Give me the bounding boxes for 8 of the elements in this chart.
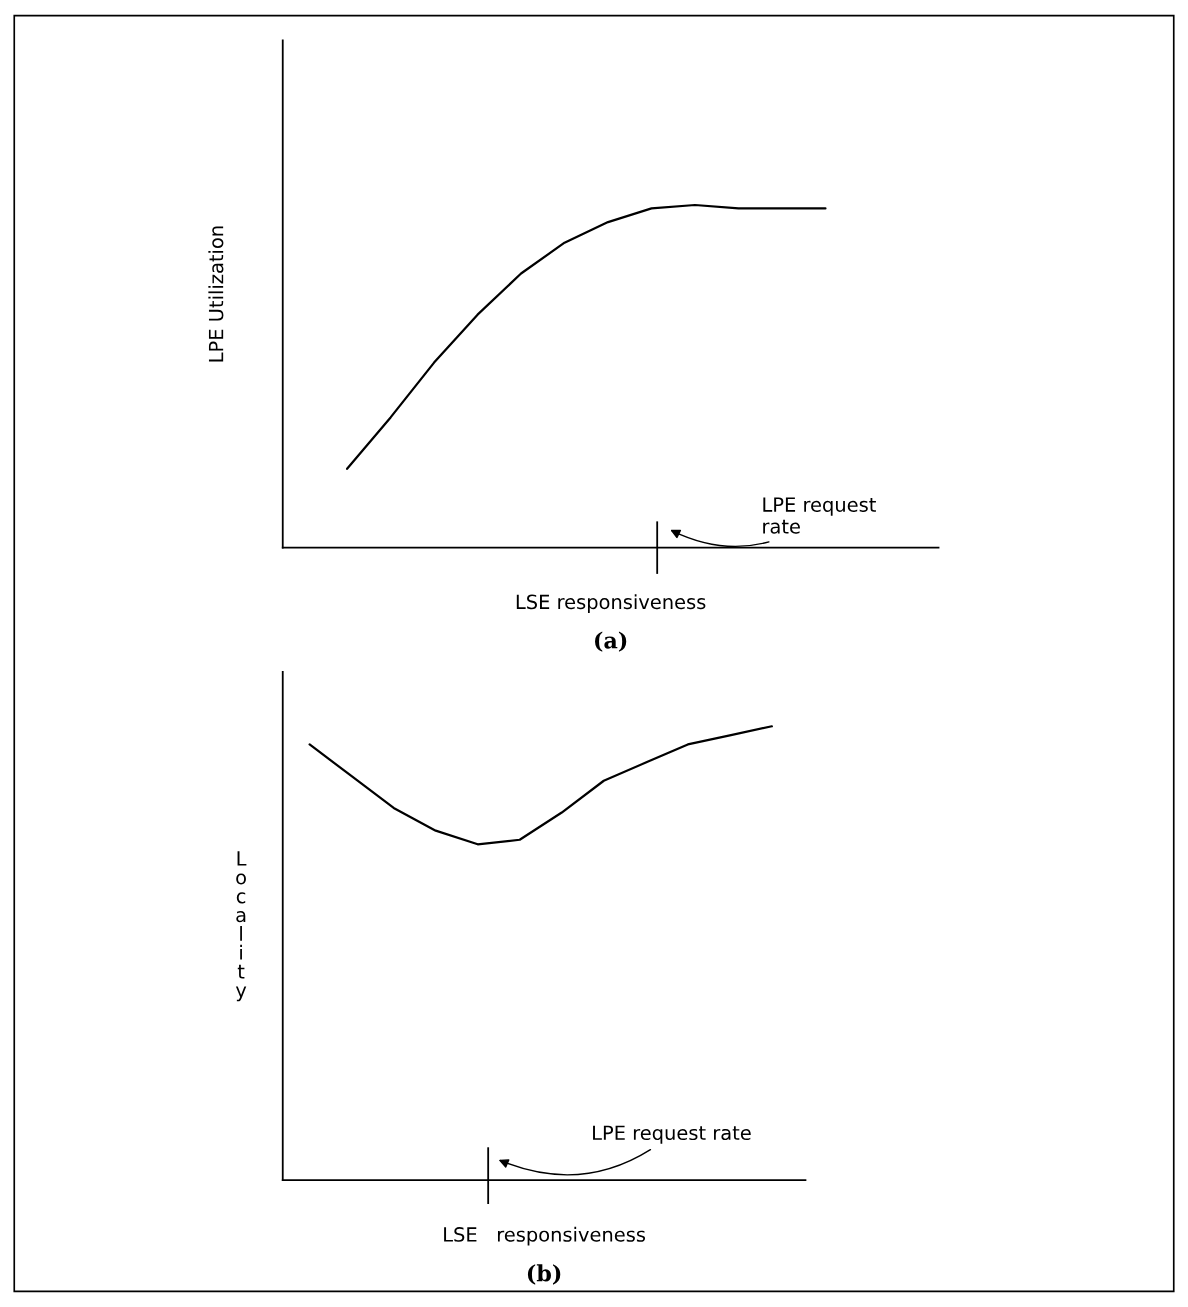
annotation: LPE request rate — [593, 1125, 751, 1144]
x-axis-title: LSE responsiveness — [516, 594, 706, 613]
text: (b) — [527, 1264, 561, 1285]
x-axis-title: LSE responsiveness — [444, 1226, 646, 1246]
y-axis-title: LPE Utilization — [208, 226, 224, 362]
annotation: LPE request rate — [763, 497, 876, 534]
text: (a) — [595, 631, 627, 652]
y-axis-title: Locality — [235, 851, 247, 1002]
